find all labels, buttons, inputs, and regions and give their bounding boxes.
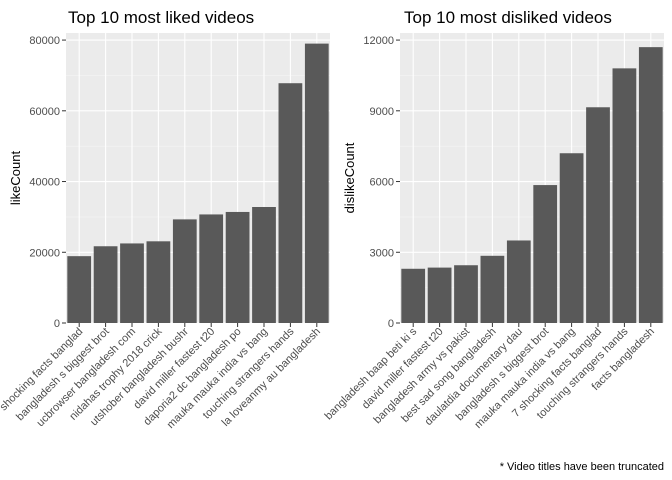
y-tick-label: 12000: [363, 35, 394, 47]
bar: [199, 214, 224, 323]
bar: [506, 240, 531, 323]
bar: [225, 211, 250, 323]
y-tick-label: 6000: [370, 177, 394, 189]
bar: [612, 68, 637, 324]
y-tick-label: 20000: [29, 247, 60, 259]
bar: [93, 246, 118, 323]
bar: [454, 265, 478, 323]
chart-title: Top 10 most disliked videos: [404, 8, 612, 27]
bar: [172, 219, 197, 323]
bar: [278, 83, 303, 323]
y-tick-label: 3000: [370, 247, 394, 259]
bar: [586, 107, 610, 323]
truncation-caption: * Video titles have been truncated: [500, 461, 664, 473]
bar: [252, 207, 276, 323]
bar: [427, 267, 452, 323]
bar: [559, 153, 584, 323]
y-tick-label: 0: [54, 318, 60, 330]
y-tick-label: 60000: [29, 106, 60, 118]
bar: [304, 43, 329, 324]
bar: [480, 255, 505, 323]
y-tick-label: 80000: [29, 35, 60, 47]
y-axis-label: likeCount: [8, 151, 23, 206]
bar: [533, 185, 558, 323]
chart-title: Top 10 most liked videos: [68, 8, 254, 27]
y-axis-label: dislikeCount: [342, 142, 357, 213]
y-tick-label: 0: [388, 318, 394, 330]
bar: [67, 256, 92, 323]
bar: [146, 241, 171, 323]
bar: [638, 47, 663, 324]
y-tick-label: 9000: [370, 106, 394, 118]
bar: [401, 268, 426, 323]
y-tick-label: 40000: [29, 177, 60, 189]
bar: [120, 243, 144, 323]
